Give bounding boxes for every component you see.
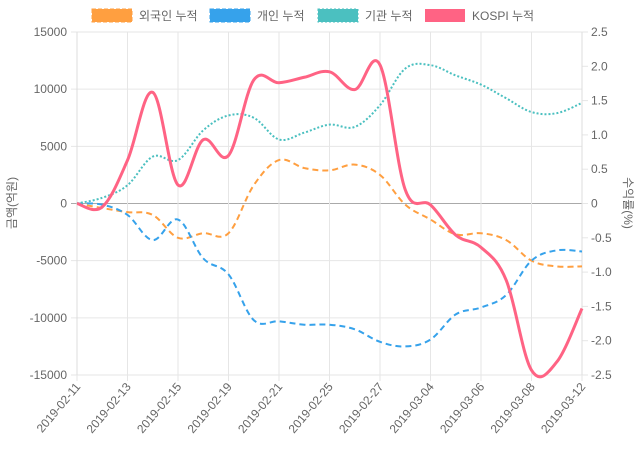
x-tick-label: 2019-02-21: [235, 380, 285, 436]
right-tick-label: -2.0: [591, 334, 612, 348]
legend-swatch[interactable]: [91, 8, 133, 23]
x-tick-label: 2019-02-19: [185, 380, 235, 436]
right-tick-label: 2.0: [591, 59, 608, 73]
x-tick-label: 2019-02-27: [336, 380, 386, 436]
left-tick-label: -10000: [30, 311, 68, 325]
x-axis: 2019-02-11 2019-02-13 2019-02-15 2019-02-19…: [34, 380, 589, 436]
grid: [71, 31, 588, 381]
legend-swatch[interactable]: [209, 8, 251, 23]
right-axis-title: 수익률(%): [621, 177, 635, 229]
left-tick-label: 10000: [34, 82, 68, 96]
right-tick-label: 0: [591, 197, 598, 211]
x-tick-label: 2019-03-12: [538, 380, 588, 436]
x-tick-label: 2019-03-06: [437, 380, 487, 436]
series-line-2: [76, 62, 583, 205]
right-tick-label: 2.5: [591, 25, 608, 39]
left-axis: 15000 10000 5000 0 -5000 -10000 -15000: [30, 25, 68, 382]
right-axis: 2.5 2.0 1.5 1.0 0.5 0 -0.5 -1.0 -1.5 -2.0 -2.5: [591, 25, 612, 382]
legend-swatch[interactable]: [425, 9, 465, 22]
right-tick-label: 1.0: [591, 128, 608, 142]
series-lines: [76, 59, 584, 379]
left-tick-label: 0: [60, 197, 67, 211]
right-tick-label: -1.0: [591, 265, 612, 279]
left-tick-label: 15000: [34, 25, 68, 39]
series-line-3: [76, 59, 584, 379]
left-axis-title: 금액(억원): [5, 177, 19, 229]
right-tick-label: -1.5: [591, 299, 612, 313]
series-line-0: [76, 158, 583, 268]
left-tick-label: 5000: [40, 139, 67, 153]
legend-label[interactable]: 개인 누적: [257, 9, 305, 23]
legend-label[interactable]: KOSPI 누적: [472, 9, 534, 23]
x-tick-label: 2019-02-25: [286, 380, 336, 436]
legend-label[interactable]: 기관 누적: [365, 9, 413, 23]
left-tick-label: -15000: [30, 368, 68, 382]
x-tick-label: 2019-02-13: [84, 380, 134, 436]
x-tick-label: 2019-03-04: [387, 380, 437, 436]
right-tick-label: 1.5: [591, 94, 608, 108]
x-tick-label: 2019-03-08: [488, 380, 538, 436]
legend-swatch[interactable]: [317, 8, 359, 23]
x-tick-label: 2019-02-15: [134, 380, 184, 436]
legend-label[interactable]: 외국인 누적: [139, 9, 198, 23]
legend: 외국인 누적 개인 누적 기관 누적 KOSPI 누적: [91, 8, 534, 23]
x-tick-label: 2019-02-11: [34, 380, 84, 436]
right-tick-label: 0.5: [591, 162, 608, 176]
right-tick-label: -0.5: [591, 231, 612, 245]
right-tick-label: -2.5: [591, 368, 612, 382]
left-tick-label: -5000: [36, 254, 67, 268]
